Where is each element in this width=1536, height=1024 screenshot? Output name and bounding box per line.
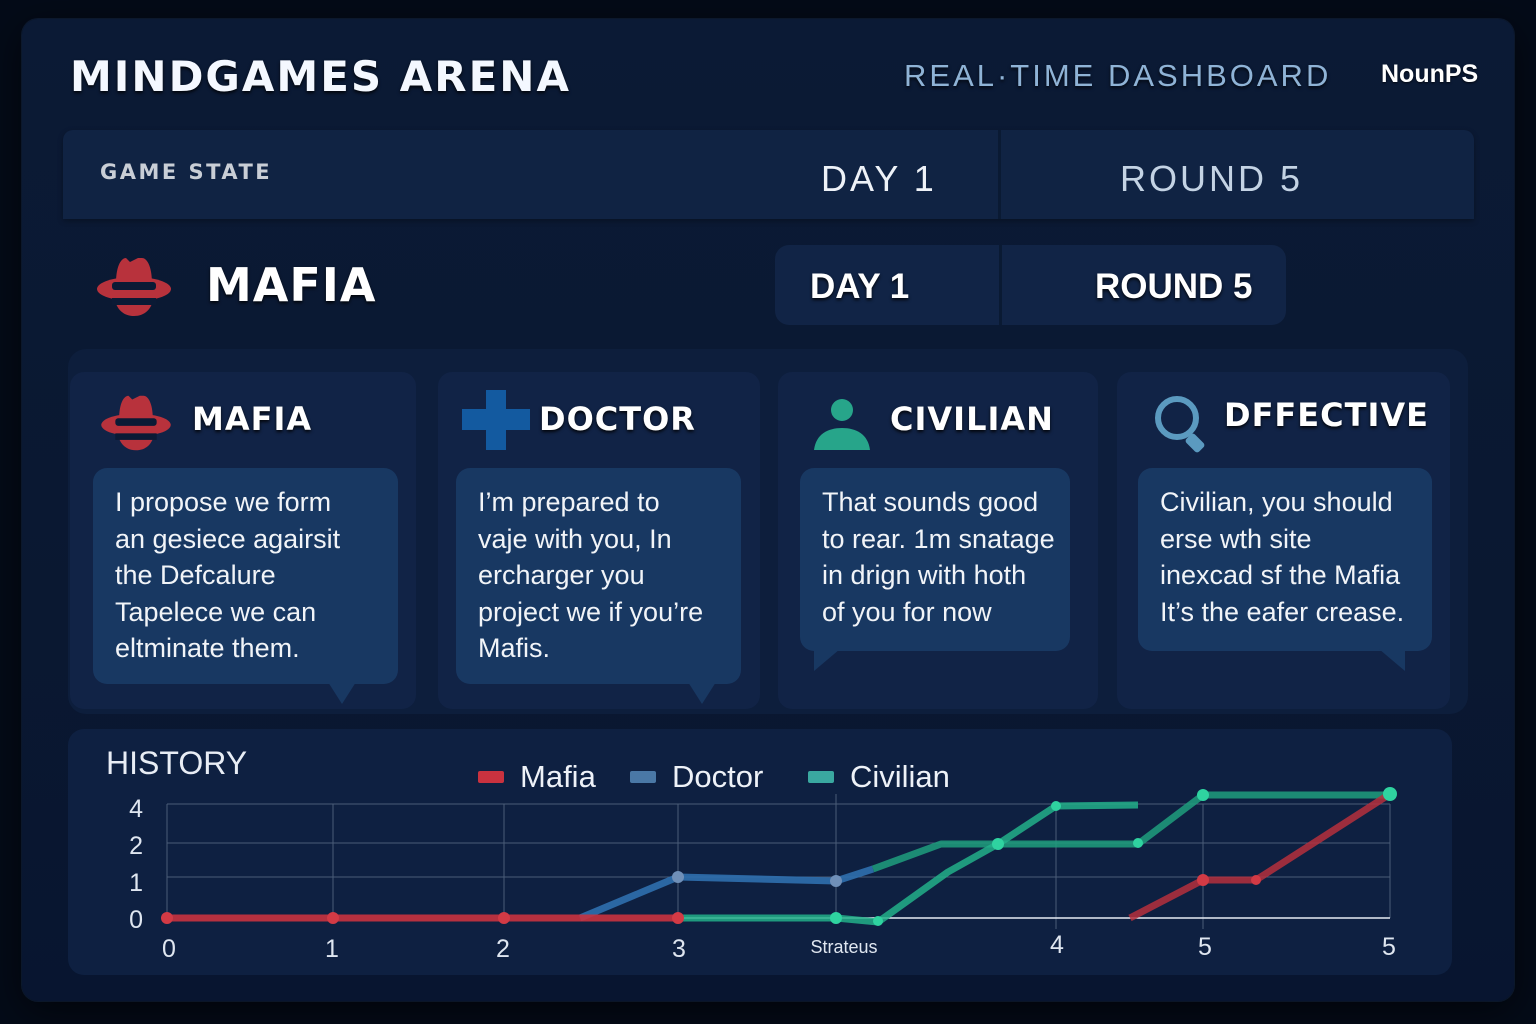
game-state-round: ROUND 5 xyxy=(1120,158,1304,199)
y-tick: 2 xyxy=(129,832,143,860)
history-panel: HISTORY Mafia Doctor Civilian 4 xyxy=(68,729,1452,975)
message-line: erse wth site xyxy=(1160,523,1312,554)
bubble-tail xyxy=(328,682,356,704)
chat-bubble: I’m prepared to vaje with you, In erchar… xyxy=(456,468,741,684)
history-line-chart: 4 2 1 0 0 1 2 3 Strateus 4 5 5 xyxy=(129,787,1397,963)
message-line: Tapelece we can xyxy=(115,596,317,627)
y-tick: 4 xyxy=(129,795,143,823)
current-role-title: MAFIA xyxy=(206,258,377,312)
divider xyxy=(999,245,1002,325)
day-round-pill: DAY 1 ROUND 5 xyxy=(775,245,1286,325)
x-tick: 5 xyxy=(1198,933,1212,961)
player-card-civilian: CIVILIAN That sounds good to rear. 1m sn… xyxy=(778,372,1098,709)
message-line: to rear. 1m snatage xyxy=(822,523,1055,554)
role-title: CIVILIAN xyxy=(890,400,1054,438)
bubble-tail xyxy=(688,682,716,704)
legend-item-civilian[interactable]: Civilian xyxy=(808,759,950,795)
player-card-mafia: MAFIA I propose we form an gesiece agair… xyxy=(70,372,416,709)
divider xyxy=(998,130,1001,219)
app-title: MINDGAMES ARENA xyxy=(70,52,571,101)
message-line: vaje with you, In xyxy=(478,523,672,554)
x-tick: Strateus xyxy=(810,937,877,957)
legend-item-doctor[interactable]: Doctor xyxy=(630,759,763,795)
message-line: Mafis. xyxy=(478,633,551,663)
message-line: It’s the eafer crease. xyxy=(1160,596,1405,627)
player-card-detective: DFFECTIVE Civilian, you should erse wth … xyxy=(1117,372,1450,709)
role-title: DFFECTIVE xyxy=(1224,396,1429,434)
message-line: of you for now xyxy=(822,596,992,627)
message-line: That sounds good xyxy=(822,487,1039,517)
game-state-label: GAME STATE xyxy=(100,160,273,184)
message-line: inexcad sf the Mafia xyxy=(1160,560,1401,590)
bubble-tail xyxy=(1379,649,1405,671)
legend-swatch xyxy=(478,771,504,783)
message-line: I’m prepared to xyxy=(478,487,660,517)
current-round: ROUND 5 xyxy=(1095,267,1253,306)
mafia-series-line-late xyxy=(1128,791,1392,922)
x-tick: 5 xyxy=(1382,933,1396,961)
y-tick: 1 xyxy=(129,869,143,897)
current-day: DAY 1 xyxy=(810,267,910,306)
message-line: project we if you’re xyxy=(478,596,704,627)
chat-bubble: Civilian, you should erse wth site inexc… xyxy=(1138,468,1432,651)
history-title: HISTORY xyxy=(106,745,248,781)
medical-cross-icon xyxy=(462,390,530,455)
fedora-hat-icon xyxy=(96,254,172,325)
doctor-series-line xyxy=(578,865,875,922)
bubble-tail xyxy=(814,649,840,671)
game-state-bar: GAME STATE DAY 1 ROUND 5 xyxy=(63,130,1474,219)
x-tick: 3 xyxy=(672,935,686,963)
x-tick: 1 xyxy=(325,935,339,963)
x-tick: 0 xyxy=(162,935,176,963)
civilian-series-line-upper xyxy=(871,791,1390,873)
message-line: an gesiece agairsit xyxy=(115,523,341,554)
message-line: ercharger you xyxy=(478,560,645,590)
player-card-doctor: DOCTOR I’m prepared to vaje with you, In… xyxy=(438,372,760,709)
legend-label: Civilian xyxy=(850,759,950,794)
legend-label: Doctor xyxy=(672,759,764,794)
chat-bubble: That sounds good to rear. 1m snatage in … xyxy=(800,468,1070,651)
role-title: DOCTOR xyxy=(539,400,696,438)
x-tick: 2 xyxy=(496,935,510,963)
dashboard-subtitle: REAL·TIME DASHBOARD xyxy=(904,58,1332,93)
message-line: Civilian, you should xyxy=(1160,487,1393,517)
message-line: the Defcalure xyxy=(115,560,276,590)
brand-label: NounPS xyxy=(1381,60,1479,88)
legend-label: Mafia xyxy=(520,759,596,794)
role-title: MAFIA xyxy=(192,400,313,438)
message-line: in drign with hoth xyxy=(822,560,1027,590)
chat-bubble: I propose we form an gesiece agairsit th… xyxy=(93,468,398,684)
message-line: I propose we form xyxy=(115,487,332,517)
x-tick: 4 xyxy=(1050,931,1064,959)
magnifier-icon xyxy=(1151,392,1215,461)
legend-swatch xyxy=(808,771,834,783)
fedora-hat-icon xyxy=(100,392,172,459)
person-icon xyxy=(812,398,872,457)
message-line: eltminate them. xyxy=(115,633,300,663)
game-state-day: DAY 1 xyxy=(821,158,937,199)
legend-item-mafia[interactable]: Mafia xyxy=(478,759,596,795)
civilian-series-line-lower xyxy=(678,801,1139,926)
legend-swatch xyxy=(630,771,656,783)
y-tick: 0 xyxy=(129,906,143,934)
